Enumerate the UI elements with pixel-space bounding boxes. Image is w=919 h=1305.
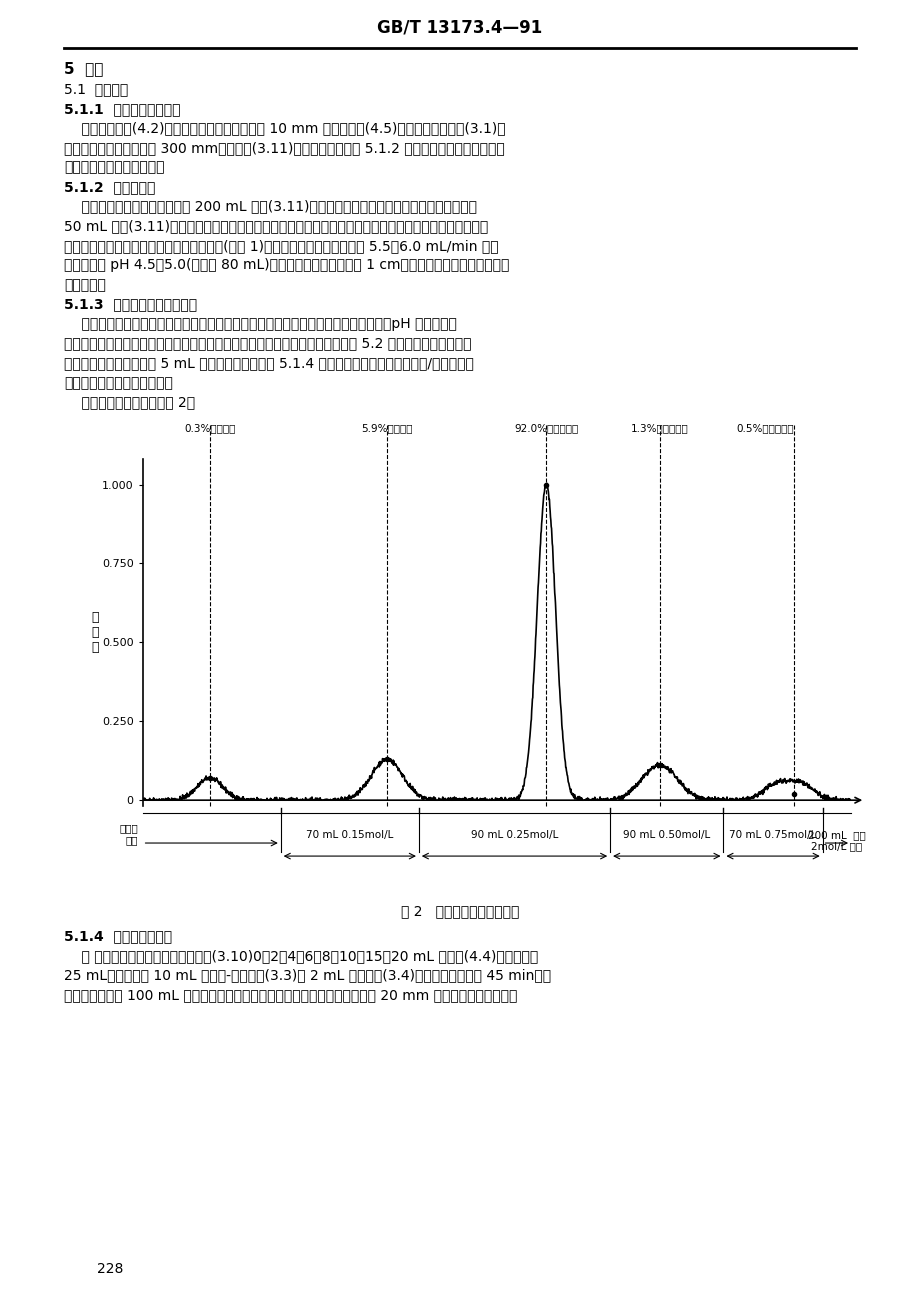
Text: 每次样品洗提分离完毕后，用 200 mL 盐酸(3.11)流过树脂床且浸泡过夜使树脂再生。使用前用: 每次样品洗提分离完毕后，用 200 mL 盐酸(3.11)流过树脂床且浸泡过夜使… <box>64 200 477 214</box>
Text: 氯化钾
溶液: 氯化钾 溶液 <box>119 823 138 846</box>
Text: 分 别移取五氧化二磷标准使用溶液(3.10)0、2、4、6、8、10、15、20 mL 至试管(4.4)中，加水至: 分 别移取五氧化二磷标准使用溶液(3.10)0、2、4、6、8、10、15、20… <box>64 949 538 963</box>
Text: 90 mL 0.25mol/L: 90 mL 0.25mol/L <box>471 830 558 840</box>
Text: 0.5%多聚磷酸盐: 0.5%多聚磷酸盐 <box>736 424 793 433</box>
Text: 将离子交换柱(4.2)固定在架子上，其柱底装填 10 mm 厚的玻璃棉(4.5)，将处理好的树脂(3.1)装: 将离子交换柱(4.2)固定在架子上，其柱底装填 10 mm 厚的玻璃棉(4.5)… <box>64 121 505 136</box>
Text: 各种磷酸盐彼此分离与离子交换树脂的性能、交换柱参数、树脂床高、洗提液浓度、pH 值和流速等: 各种磷酸盐彼此分离与离子交换树脂的性能、交换柱参数、树脂床高、洗提液浓度、pH … <box>64 317 457 331</box>
Text: 0.3%正磷酸盐: 0.3%正磷酸盐 <box>184 424 235 433</box>
Text: 理程序处理后，即可进样。: 理程序处理后，即可进样。 <box>64 161 165 175</box>
Text: 典型分离条件示范图见图 2。: 典型分离条件示范图见图 2。 <box>64 395 196 410</box>
Text: 知磷酸盐组分的样品，每 5 mL 流出液收作一份，按 5.1.4 分别测定吸光度，绘制吸光度/流出体积曲: 知磷酸盐组分的样品，每 5 mL 流出液收作一份，按 5.1.4 分别测定吸光度… <box>64 356 474 371</box>
Text: 70 mL 0.75mol/L: 70 mL 0.75mol/L <box>729 830 816 840</box>
Text: 塞，备用。: 塞，备用。 <box>64 278 107 292</box>
Text: 5.9%焦磷酸盐: 5.9%焦磷酸盐 <box>361 424 413 433</box>
Text: 却，分别转移至 100 mL 容量瓶中，用水稀释至刻度，混匀。用分光光度计以 20 mm 比色池，水作参比，于: 却，分别转移至 100 mL 容量瓶中，用水稀释至刻度，混匀。用分光光度计以 2… <box>64 988 517 1002</box>
Text: 线，从而确定最佳分离条件。: 线，从而确定最佳分离条件。 <box>64 376 173 390</box>
Text: 入柱内，控制树脂床高为 300 mm，用盐酸(3.11)浸泡过夜，用前按 5.1.2 树脂再生步骤中使用前的处: 入柱内，控制树脂床高为 300 mm，用盐酸(3.11)浸泡过夜，用前按 5.1… <box>64 141 505 155</box>
Text: 泡。将柱竖直固定在架上，连接好分液漏斗(如图 1)用水先慢速洗树脂，然后以 5.5～6.0 mL/min 流速: 泡。将柱竖直固定在架上，连接好分液漏斗(如图 1)用水先慢速洗树脂，然后以 5.… <box>64 239 498 253</box>
Text: 5.1  准备工作: 5.1 准备工作 <box>64 82 129 97</box>
Text: 70 mL 0.15mol/L: 70 mL 0.15mol/L <box>306 830 393 840</box>
Text: 1.3%三偏磷酸盐: 1.3%三偏磷酸盐 <box>630 424 687 433</box>
Text: 5.1.4  标准曲线的制作: 5.1.4 标准曲线的制作 <box>64 929 173 944</box>
Text: 5  程序: 5 程序 <box>64 61 104 76</box>
Text: 25 mL，依次加入 10 mL 钼酸铵-硫酸溶液(3.3)和 2 mL 抗坏血酸(3.4)，在沸水浴中加热 45 min，冷: 25 mL，依次加入 10 mL 钼酸铵-硫酸溶液(3.3)和 2 mL 抗坏血… <box>64 968 550 983</box>
Text: 图 2   测定洗提条件的示范图: 图 2 测定洗提条件的示范图 <box>401 904 518 919</box>
Text: 因素有关。因此，对选用的交换柱、离子交换树脂，制备好的离子交换柱，应按 5.2 分离测定程序，先用已: 因素有关。因此，对选用的交换柱、离子交换树脂，制备好的离子交换柱，应按 5.2 … <box>64 337 471 351</box>
Text: 200 mL  盐酸
2mol/L 溶液: 200 mL 盐酸 2mol/L 溶液 <box>807 830 865 852</box>
Text: 5.1.2  树脂的再生: 5.1.2 树脂的再生 <box>64 180 155 194</box>
Text: 92.0%三聚磷酸盐: 92.0%三聚磷酸盐 <box>514 424 578 433</box>
Text: 5.1.1  离子交换柱的准备: 5.1.1 离子交换柱的准备 <box>64 102 181 116</box>
Text: 90 mL 0.50mol/L: 90 mL 0.50mol/L <box>622 830 709 840</box>
Text: 50 mL 盐酸(3.11)流过柱，关闭交换柱旋塞，将柱充满水，塞上橡皮塞，倒转几次使树脂松动，排出空气: 50 mL 盐酸(3.11)流过柱，关闭交换柱旋塞，将柱充满水，塞上橡皮塞，倒转… <box>64 219 488 234</box>
Text: 洗至流出液 pH 4.5～5.0(用水约 80 mL)。保持液面高于树脂层约 1 cm，关闭交换柱和分液漏斗的旋: 洗至流出液 pH 4.5～5.0(用水约 80 mL)。保持液面高于树脂层约 1… <box>64 258 509 273</box>
Y-axis label: 吸
光
度: 吸 光 度 <box>91 612 98 654</box>
Text: 228: 228 <box>97 1262 123 1276</box>
Text: GB/T 13173.4—91: GB/T 13173.4—91 <box>377 18 542 37</box>
Text: 5.1.3  选择最佳色谱分离条件: 5.1.3 选择最佳色谱分离条件 <box>64 298 198 312</box>
